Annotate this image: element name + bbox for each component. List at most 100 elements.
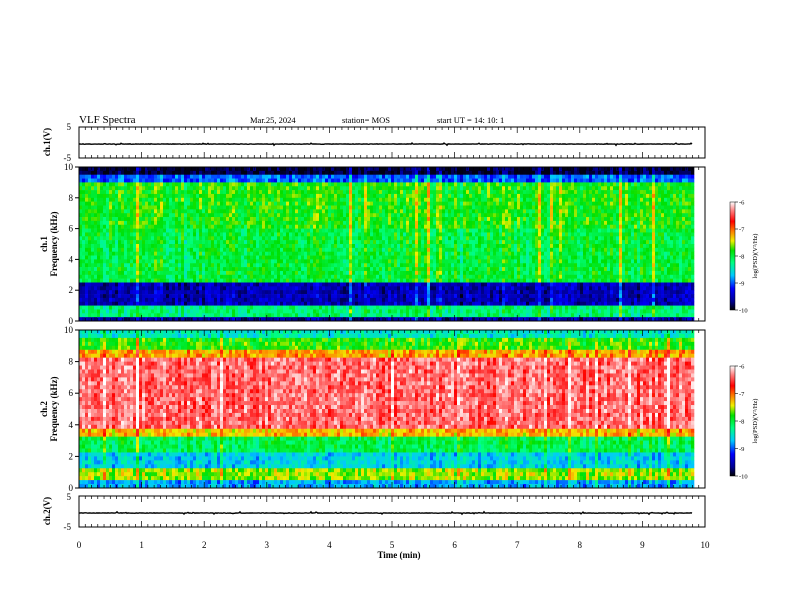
spectrogram-cell xyxy=(244,263,248,268)
spectrogram-cell xyxy=(307,313,311,318)
spectrogram-cell xyxy=(94,201,98,206)
spectrogram-cell xyxy=(172,305,176,310)
spectrogram-cell xyxy=(160,286,164,291)
spectrogram-cell xyxy=(187,247,191,252)
spectrogram-cell xyxy=(385,313,389,318)
spectrogram-cell xyxy=(295,170,299,175)
spectrogram-cell xyxy=(268,301,272,306)
spectrogram-cell xyxy=(403,201,407,206)
spectrogram-cell xyxy=(406,244,410,249)
spectrogram-cell xyxy=(406,205,410,210)
spectrogram-cell xyxy=(313,190,317,195)
spectrogram-cell xyxy=(355,313,359,318)
spectrogram-cell xyxy=(202,170,206,175)
spectrogram-cell xyxy=(274,274,278,279)
spectrogram-cell xyxy=(391,240,395,245)
spectrogram-cell xyxy=(139,274,143,279)
spectrogram-cell xyxy=(79,228,83,233)
spectrogram-cell xyxy=(238,244,242,249)
spectrogram-cell xyxy=(196,282,200,287)
spectrogram-cell xyxy=(88,201,92,206)
spectrogram-cell xyxy=(343,317,347,321)
spectrogram-cell xyxy=(352,228,356,233)
spectrogram-cell xyxy=(79,286,83,291)
spectrogram-cell xyxy=(229,305,233,310)
spectrogram-cell xyxy=(409,213,413,218)
spectrogram-cell xyxy=(229,167,233,172)
spectrogram-cell xyxy=(394,282,398,287)
spectrogram-cell xyxy=(196,201,200,206)
spectrogram-cell xyxy=(163,255,167,260)
spectrogram-cell xyxy=(424,190,428,195)
spectrogram-cell xyxy=(316,220,320,226)
spectrogram-cell xyxy=(286,201,290,206)
spectrogram-cell xyxy=(130,174,134,179)
spectrogram-cell xyxy=(199,228,203,233)
spectrogram-cell xyxy=(409,274,413,279)
spectrogram-cell xyxy=(385,209,389,214)
spectrogram-cell xyxy=(418,290,422,295)
spectrogram-cell xyxy=(427,274,431,279)
spectrogram-cell xyxy=(277,251,281,256)
spectrogram-cell xyxy=(337,205,341,210)
spectrogram-cell xyxy=(331,309,335,314)
spectrogram-cell xyxy=(274,286,278,291)
spectrogram-cell xyxy=(421,263,425,268)
spectrogram-cell xyxy=(220,259,224,264)
spectrogram-cell xyxy=(88,274,92,279)
spectrogram-cell xyxy=(349,178,353,183)
spectrogram-cell xyxy=(376,297,380,303)
spectrogram-cell xyxy=(445,309,449,314)
spectrogram-cell xyxy=(148,255,152,260)
spectrogram-cell xyxy=(229,282,233,287)
spectrogram-cell xyxy=(271,197,275,202)
spectrogram-cell xyxy=(208,274,212,279)
spectrogram-cell xyxy=(292,278,296,283)
spectrogram-cell xyxy=(376,317,380,321)
spectrogram-cell xyxy=(241,217,245,222)
spectrogram-cell xyxy=(169,259,173,264)
spectrogram-cell xyxy=(292,267,296,272)
spectrogram-cell xyxy=(85,274,89,279)
spectrogram-cell xyxy=(358,247,362,252)
spectrogram-cell xyxy=(91,205,95,210)
spectrogram-cell xyxy=(229,317,233,321)
spectrogram-cell xyxy=(418,209,422,214)
spectrogram-cell xyxy=(286,305,290,310)
spectrogram-cell xyxy=(178,213,182,218)
spectrogram-cell xyxy=(352,313,356,318)
spectrogram-cell xyxy=(118,174,122,179)
spectrogram-cell xyxy=(352,201,356,206)
spectrogram-cell xyxy=(277,186,281,191)
spectrogram-cell xyxy=(229,240,233,245)
spectrogram-cell xyxy=(451,232,455,237)
spectrogram-cell xyxy=(448,290,452,295)
spectrogram-cell xyxy=(154,217,158,222)
spectrogram-cell xyxy=(205,193,209,199)
spectrogram-cell xyxy=(82,270,86,276)
spectrogram-cell xyxy=(424,270,428,276)
spectrogram-cell xyxy=(184,228,188,233)
spectrogram-cell xyxy=(148,251,152,256)
spectrogram-cell xyxy=(115,251,119,256)
spectrogram-cell xyxy=(133,247,137,252)
spectrogram-cell xyxy=(337,290,341,295)
spectrogram-cell xyxy=(115,294,119,299)
spectrogram-cell xyxy=(262,232,266,237)
spectrogram-cell xyxy=(223,224,227,229)
spectrogram-cell xyxy=(340,278,344,283)
spectrogram-cell xyxy=(352,178,356,183)
spectrogram-cell xyxy=(277,294,281,299)
spectrogram-cell xyxy=(229,217,233,222)
spectrogram-cell xyxy=(433,201,437,206)
spectrogram-cell xyxy=(133,297,137,303)
spectrogram-cell xyxy=(121,193,125,199)
spectrogram-cell xyxy=(367,209,371,214)
spectrogram-cell xyxy=(220,174,224,179)
spectrogram-cell xyxy=(262,263,266,268)
spectrogram-cell xyxy=(325,247,329,252)
spectrogram-cell xyxy=(142,294,146,299)
spectrogram-cell xyxy=(115,278,119,283)
spectrogram-cell xyxy=(82,220,86,226)
spectrogram-cell xyxy=(436,290,440,295)
